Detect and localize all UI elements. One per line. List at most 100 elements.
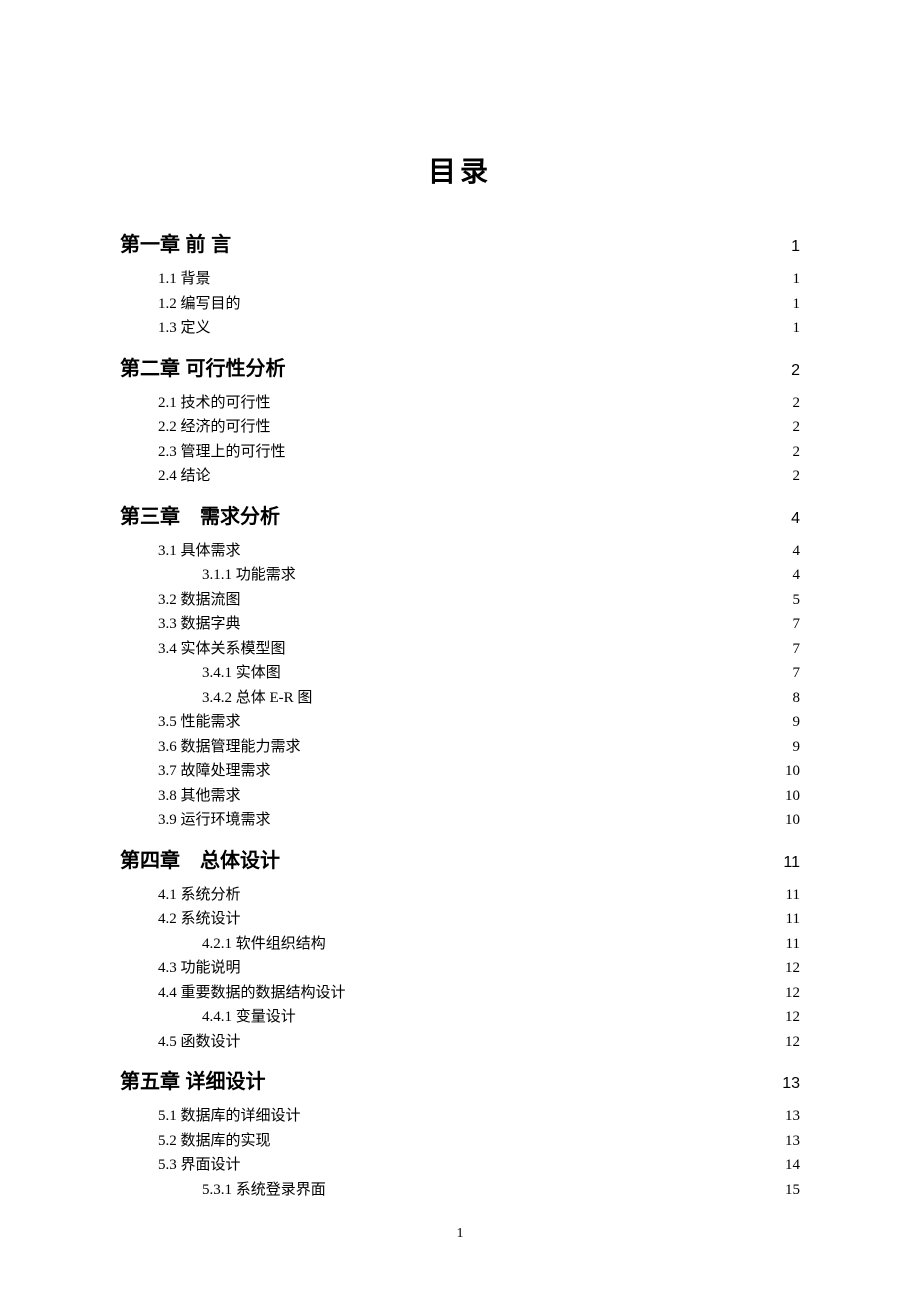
toc-entry[interactable]: 3.8 其他需求10	[120, 785, 800, 808]
toc-entry[interactable]: 4.3 功能说明 12	[120, 957, 800, 980]
toc-entry[interactable]: 2.2 经济的可行性 2	[120, 416, 800, 439]
toc-entry-label: 3.9 运行环境需求	[158, 809, 271, 832]
toc-entry-label: 4.1 系统分析	[158, 884, 241, 907]
toc-entry-page: 5	[780, 589, 800, 612]
toc-entry-label: 4.5 函数设计	[158, 1031, 241, 1054]
toc-entry-label: 3.4.2 总体 E-R 图	[202, 687, 312, 710]
toc-entry[interactable]: 3.3 数据字典 7	[120, 613, 800, 636]
toc-entry[interactable]: 第三章 需求分析 4	[120, 502, 800, 532]
toc-entry[interactable]: 3.6 数据管理能力需求9	[120, 736, 800, 759]
toc-entry[interactable]: 5.3 界面设计14	[120, 1154, 800, 1177]
toc-entry[interactable]: 1.1 背景1	[120, 268, 800, 291]
toc-entry-page: 11	[780, 851, 800, 875]
toc-entry[interactable]: 3.9 运行环境需求 10	[120, 809, 800, 832]
toc-entry-page: 2	[780, 441, 800, 464]
toc-entry-page: 2	[780, 416, 800, 439]
toc-entry[interactable]: 3.4.1 实体图 7	[120, 662, 800, 685]
toc-entry-page: 12	[780, 1031, 800, 1054]
toc-entry-label: 5.1 数据库的详细设计	[158, 1105, 301, 1128]
toc-entry[interactable]: 第一章 前 言1	[120, 230, 800, 260]
toc-entry-label: 3.4 实体关系模型图	[158, 638, 286, 661]
toc-entry-label: 4.4 重要数据的数据结构设计	[158, 982, 346, 1005]
toc-entry-label: 2.4 结论	[158, 465, 211, 488]
toc-entry-page: 9	[780, 736, 800, 759]
toc-entry-page: 2	[780, 392, 800, 415]
toc-entry[interactable]: 5.3.1 系统登录界面 15	[120, 1179, 800, 1202]
toc-entry-label: 4.2.1 软件组织结构	[202, 933, 326, 956]
toc-entry-page: 11	[780, 908, 800, 931]
toc-entry[interactable]: 3.1 具体需求 4	[120, 540, 800, 563]
toc-entry[interactable]: 2.3 管理上的可行性2	[120, 441, 800, 464]
toc-entry[interactable]: 3.4.2 总体 E-R 图 8	[120, 687, 800, 710]
toc-entry[interactable]: 4.5 函数设计 12	[120, 1031, 800, 1054]
toc-entry[interactable]: 第五章 详细设计 13	[120, 1067, 800, 1097]
toc-entry[interactable]: 4.1 系统分析 11	[120, 884, 800, 907]
toc-entry[interactable]: 1.2 编写目的 1	[120, 293, 800, 316]
toc-entry-label: 3.2 数据流图	[158, 589, 241, 612]
toc-entry-label: 4.3 功能说明	[158, 957, 241, 980]
toc-entry-label: 3.5 性能需求	[158, 711, 241, 734]
toc-entry[interactable]: 3.7 故障处理需求10	[120, 760, 800, 783]
toc-entry-label: 4.4.1 变量设计	[202, 1006, 296, 1029]
toc-entry-label: 1.2 编写目的	[158, 293, 241, 316]
toc-entry-page: 12	[780, 982, 800, 1005]
toc-entry-page: 2	[780, 465, 800, 488]
page-number: 1	[0, 1226, 920, 1242]
toc-entry-page: 4	[780, 540, 800, 563]
toc-entry-label: 5.3.1 系统登录界面	[202, 1179, 326, 1202]
toc-entry-label: 2.1 技术的可行性	[158, 392, 271, 415]
toc-entry-page: 11	[780, 884, 800, 907]
toc-entry-page: 9	[780, 711, 800, 734]
toc-entry-page: 10	[780, 785, 800, 808]
toc-entry-label: 5.3 界面设计	[158, 1154, 241, 1177]
toc-entry-label: 5.2 数据库的实现	[158, 1130, 271, 1153]
toc-entry-page: 1	[780, 293, 800, 316]
toc-entry[interactable]: 第二章 可行性分析 2	[120, 354, 800, 384]
toc-entry-label: 第五章 详细设计	[120, 1067, 266, 1097]
toc-entry-label: 第二章 可行性分析	[120, 354, 286, 384]
toc-entry[interactable]: 2.4 结论 2	[120, 465, 800, 488]
toc-entry-label: 3.1.1 功能需求	[202, 564, 296, 587]
toc-entry-page: 12	[780, 957, 800, 980]
toc-entry-page: 11	[780, 933, 800, 956]
toc-entry-page: 13	[780, 1130, 800, 1153]
toc-entry-label: 第四章 总体设计	[120, 846, 280, 876]
toc-entry[interactable]: 4.4.1 变量设计 12	[120, 1006, 800, 1029]
toc-entry-page: 1	[780, 317, 800, 340]
toc-entry-page: 4	[780, 507, 800, 531]
toc-entry-page: 13	[780, 1105, 800, 1128]
toc-entry-label: 3.1 具体需求	[158, 540, 241, 563]
toc-entry[interactable]: 3.4 实体关系模型图 7	[120, 638, 800, 661]
toc-entry-page: 12	[780, 1006, 800, 1029]
toc-entry-label: 1.1 背景	[158, 268, 211, 291]
toc-entry[interactable]: 4.4 重要数据的数据结构设计 12	[120, 982, 800, 1005]
toc-entry-page: 15	[780, 1179, 800, 1202]
toc-entry-page: 13	[780, 1072, 800, 1096]
toc-entry-page: 8	[780, 687, 800, 710]
toc-entry-page: 4	[780, 564, 800, 587]
toc-entry[interactable]: 5.2 数据库的实现 13	[120, 1130, 800, 1153]
toc-entry[interactable]: 5.1 数据库的详细设计 13	[120, 1105, 800, 1128]
toc-entry-label: 3.7 故障处理需求	[158, 760, 271, 783]
toc-entry[interactable]: 第四章 总体设计 11	[120, 846, 800, 876]
toc-entry[interactable]: 2.1 技术的可行性 2	[120, 392, 800, 415]
toc-entry-page: 7	[780, 613, 800, 636]
toc-entry-label: 3.4.1 实体图	[202, 662, 281, 685]
toc-entry-page: 1	[780, 235, 800, 259]
toc-entry-page: 2	[780, 359, 800, 383]
toc-entry[interactable]: 4.2 系统设计 11	[120, 908, 800, 931]
toc-entry[interactable]: 4.2.1 软件组织结构 11	[120, 933, 800, 956]
toc-entry-page: 7	[780, 638, 800, 661]
toc-entry-label: 第三章 需求分析	[120, 502, 280, 532]
toc-container: 第一章 前 言11.1 背景11.2 编写目的11.3 定义1第二章 可行性分析…	[120, 230, 800, 1201]
toc-title: 目录	[120, 150, 800, 190]
toc-entry[interactable]: 3.1.1 功能需求 4	[120, 564, 800, 587]
toc-entry[interactable]: 3.5 性能需求 9	[120, 711, 800, 734]
toc-entry-page: 7	[780, 662, 800, 685]
toc-entry-label: 3.3 数据字典	[158, 613, 241, 636]
toc-entry[interactable]: 3.2 数据流图 5	[120, 589, 800, 612]
toc-entry-label: 2.2 经济的可行性	[158, 416, 271, 439]
toc-entry-page: 10	[780, 809, 800, 832]
toc-entry[interactable]: 1.3 定义1	[120, 317, 800, 340]
toc-entry-label: 4.2 系统设计	[158, 908, 241, 931]
